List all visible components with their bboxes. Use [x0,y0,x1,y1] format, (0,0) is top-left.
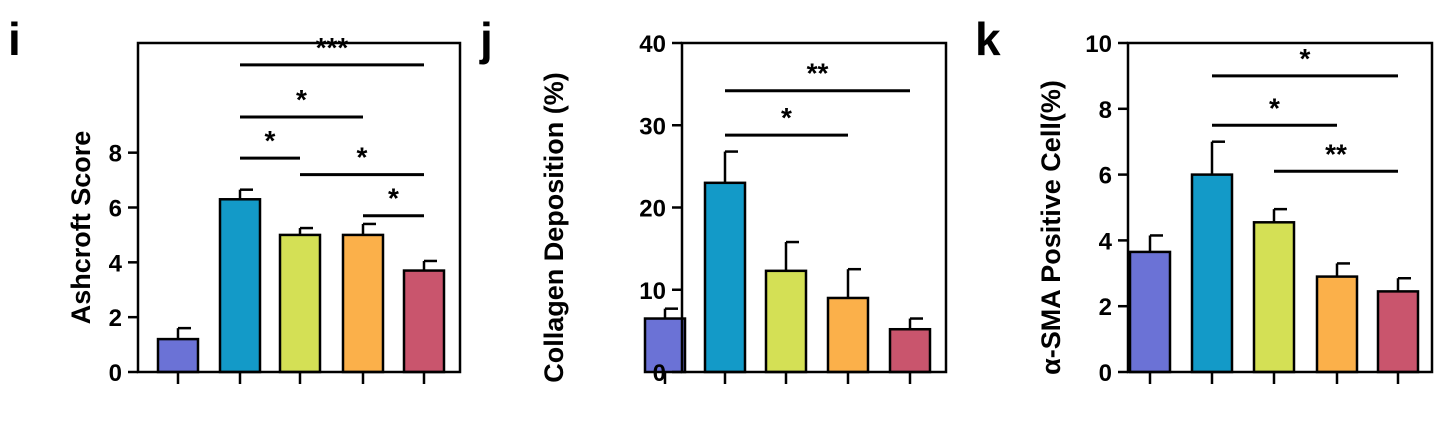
bar [1315,275,1359,374]
significance-label: * [781,102,792,133]
y-tick-label: 0 [109,360,122,387]
y-axis-label: α-SMA Positive Cell(%) [1036,80,1066,375]
y-tick-label: 0 [653,360,666,387]
significance-label: *** [316,32,349,63]
significance-label: * [265,125,276,156]
significance-label: * [388,183,399,214]
y-tick-label: 30 [639,113,666,140]
significance-label: ** [807,58,829,89]
y-tick-label: 10 [639,278,666,305]
y-tick-label: 2 [1099,294,1112,321]
bar [218,198,262,374]
y-tick-label: 6 [109,196,122,223]
bar [1376,290,1420,374]
significance-label: * [1300,43,1311,74]
bar [888,327,932,374]
y-axis-label: Ashcroft Score [66,131,96,325]
bar [1128,250,1172,374]
panel-letter: j [479,13,493,65]
bar [764,269,808,374]
y-tick-label: 10 [1085,31,1112,58]
y-tick-label: 40 [639,31,666,58]
y-tick-label: 4 [109,250,123,277]
significance-label: * [1269,92,1280,123]
bar [1252,221,1296,374]
bar [703,181,747,374]
bar [156,337,200,374]
bar [826,296,870,374]
significance-label: * [357,142,368,173]
y-tick-label: 4 [1099,228,1113,255]
axis-frame [1126,41,1434,374]
significance-label: ** [1325,138,1347,169]
y-tick-label: 2 [109,305,122,332]
y-tick-label: 6 [1099,163,1112,190]
y-tick-label: 8 [109,141,122,168]
y-tick-label: 8 [1099,97,1112,124]
bar [341,233,385,374]
bar [1190,173,1234,374]
bar [402,269,446,374]
y-axis-label: Collagen Deposition (%) [539,72,569,383]
y-tick-label: 0 [1099,360,1112,387]
y-tick-label: 20 [639,196,666,223]
bar [278,233,322,374]
panel-letter: i [8,13,21,65]
significance-label: * [296,84,307,115]
panel-letter: k [975,13,1001,65]
